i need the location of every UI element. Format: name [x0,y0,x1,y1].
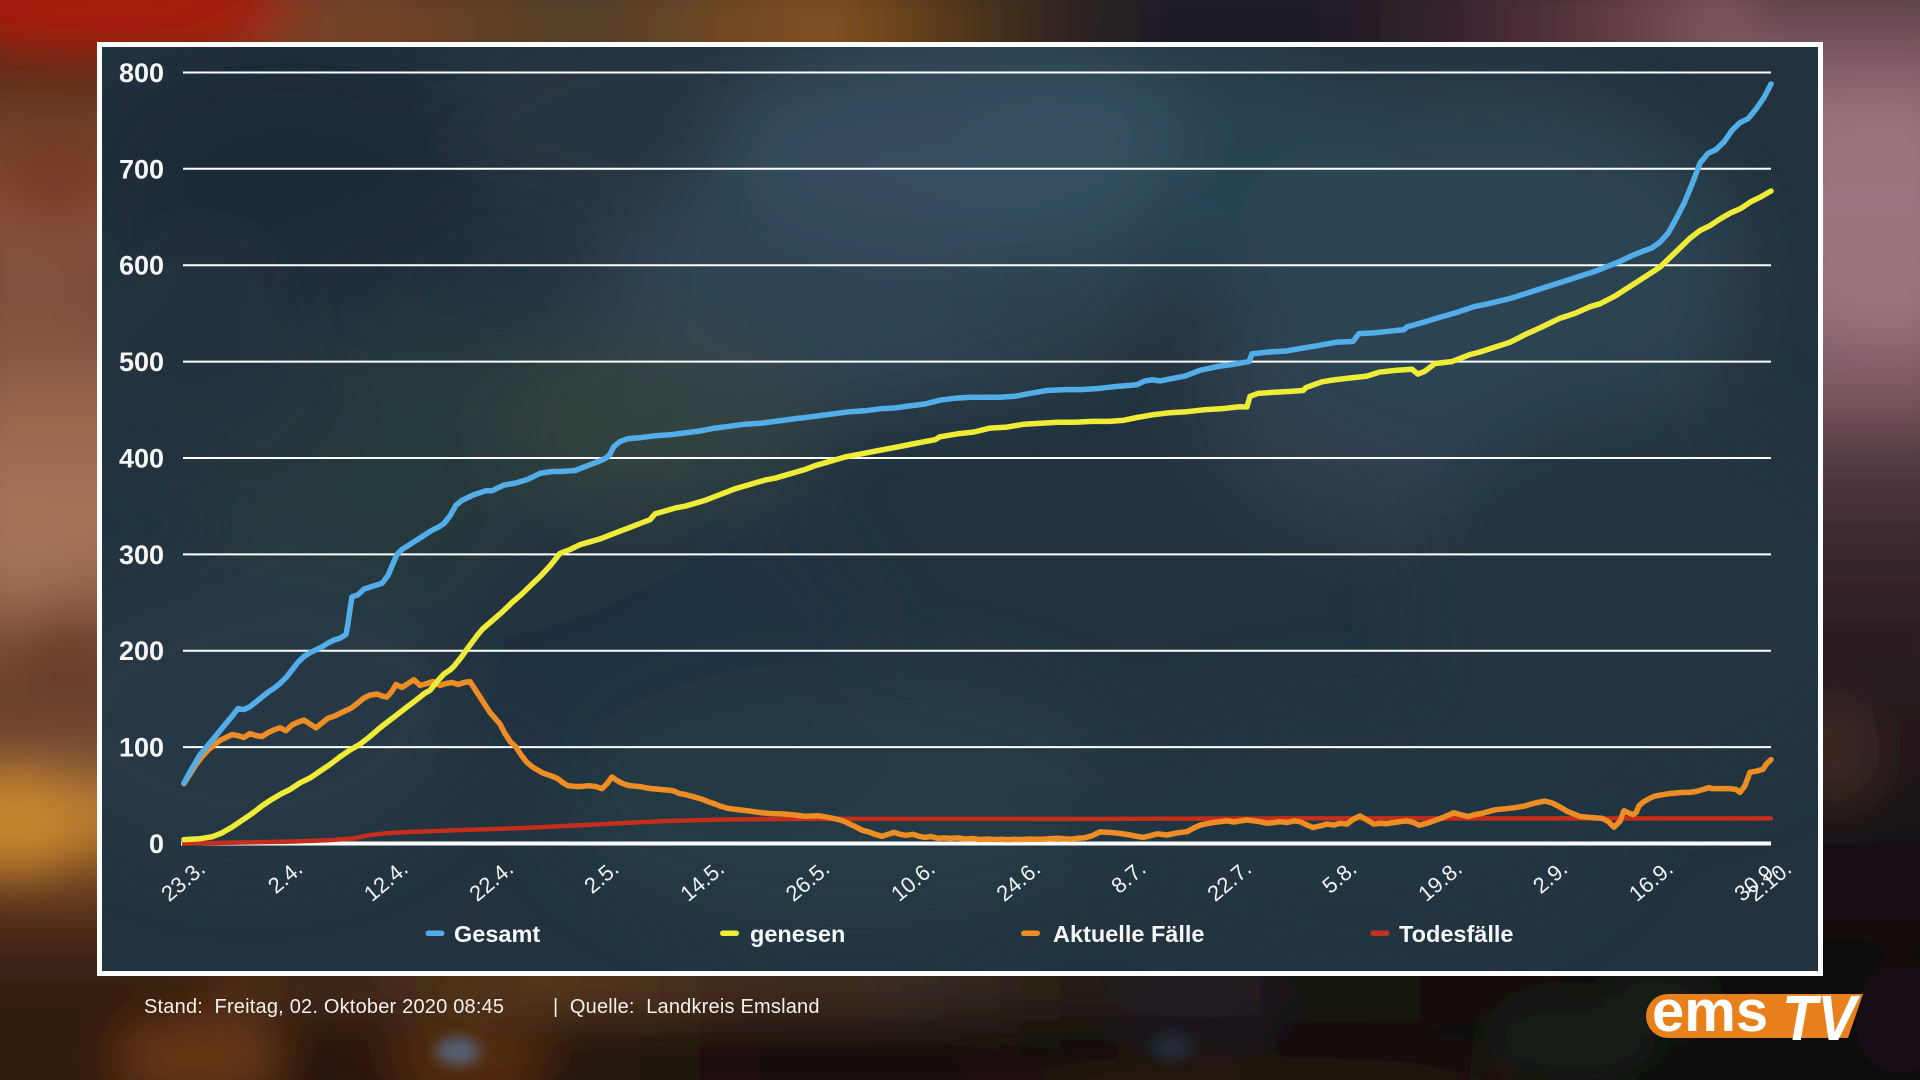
svg-text:Todesfälle: Todesfälle [1399,921,1513,947]
svg-text:19.8.: 19.8. [1413,856,1467,907]
svg-text:12.4.: 12.4. [359,856,413,907]
svg-text:8.7.: 8.7. [1106,856,1150,899]
svg-text:100: 100 [119,733,164,763]
svg-text:300: 300 [119,540,164,570]
svg-text:24.6.: 24.6. [992,856,1046,907]
svg-text:Gesamt: Gesamt [454,921,540,947]
svg-text:700: 700 [119,154,164,184]
svg-text:5.8.: 5.8. [1317,856,1361,899]
svg-text:ems: ems [1652,985,1768,1044]
svg-text:800: 800 [119,58,164,88]
svg-text:Aktuelle Fälle: Aktuelle Fälle [1053,921,1205,947]
svg-text:10.6.: 10.6. [886,856,940,907]
svg-text:14.5.: 14.5. [675,856,729,907]
svg-text:0: 0 [149,829,164,859]
svg-text:16.9.: 16.9. [1624,856,1678,907]
svg-text:26.5.: 26.5. [781,856,835,907]
svg-text:2.5.: 2.5. [579,856,623,899]
svg-text:500: 500 [119,347,164,377]
svg-text:22.4.: 22.4. [464,856,518,907]
svg-text:22.7.: 22.7. [1202,856,1256,907]
svg-text:23.3.: 23.3. [156,856,210,907]
svg-text:genesen: genesen [750,921,845,947]
svg-text:2.9.: 2.9. [1528,856,1572,899]
svg-text:400: 400 [119,444,164,474]
svg-text:2.4.: 2.4. [263,856,307,899]
svg-text:600: 600 [119,251,164,281]
svg-text:TV: TV [1782,985,1861,1054]
svg-text:200: 200 [119,636,164,666]
